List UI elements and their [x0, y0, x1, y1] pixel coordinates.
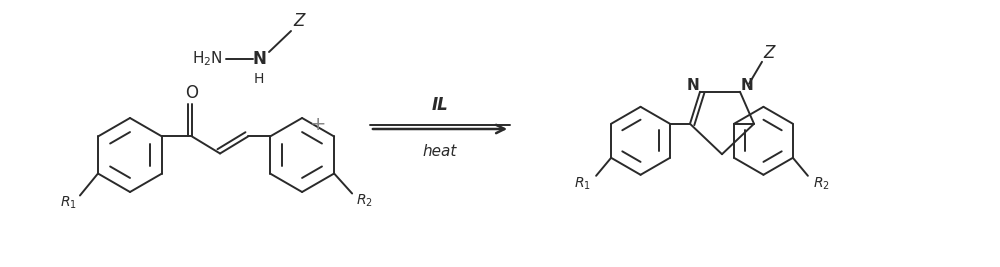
Text: IL: IL [432, 96, 448, 114]
Text: N: N [687, 78, 699, 93]
Text: O: O [186, 84, 199, 103]
Text: Z: Z [763, 44, 775, 62]
Text: +: + [310, 116, 326, 135]
Text: N: N [741, 78, 753, 93]
Text: Z: Z [293, 12, 305, 30]
Text: N: N [252, 50, 266, 68]
Text: $R_2$: $R_2$ [356, 192, 373, 209]
Text: $R_2$: $R_2$ [813, 176, 830, 192]
Text: $R_1$: $R_1$ [574, 176, 591, 192]
Text: heat: heat [423, 143, 457, 159]
Text: H: H [254, 72, 264, 86]
Text: H$_2$N: H$_2$N [192, 50, 223, 68]
Text: $R_1$: $R_1$ [60, 194, 76, 211]
